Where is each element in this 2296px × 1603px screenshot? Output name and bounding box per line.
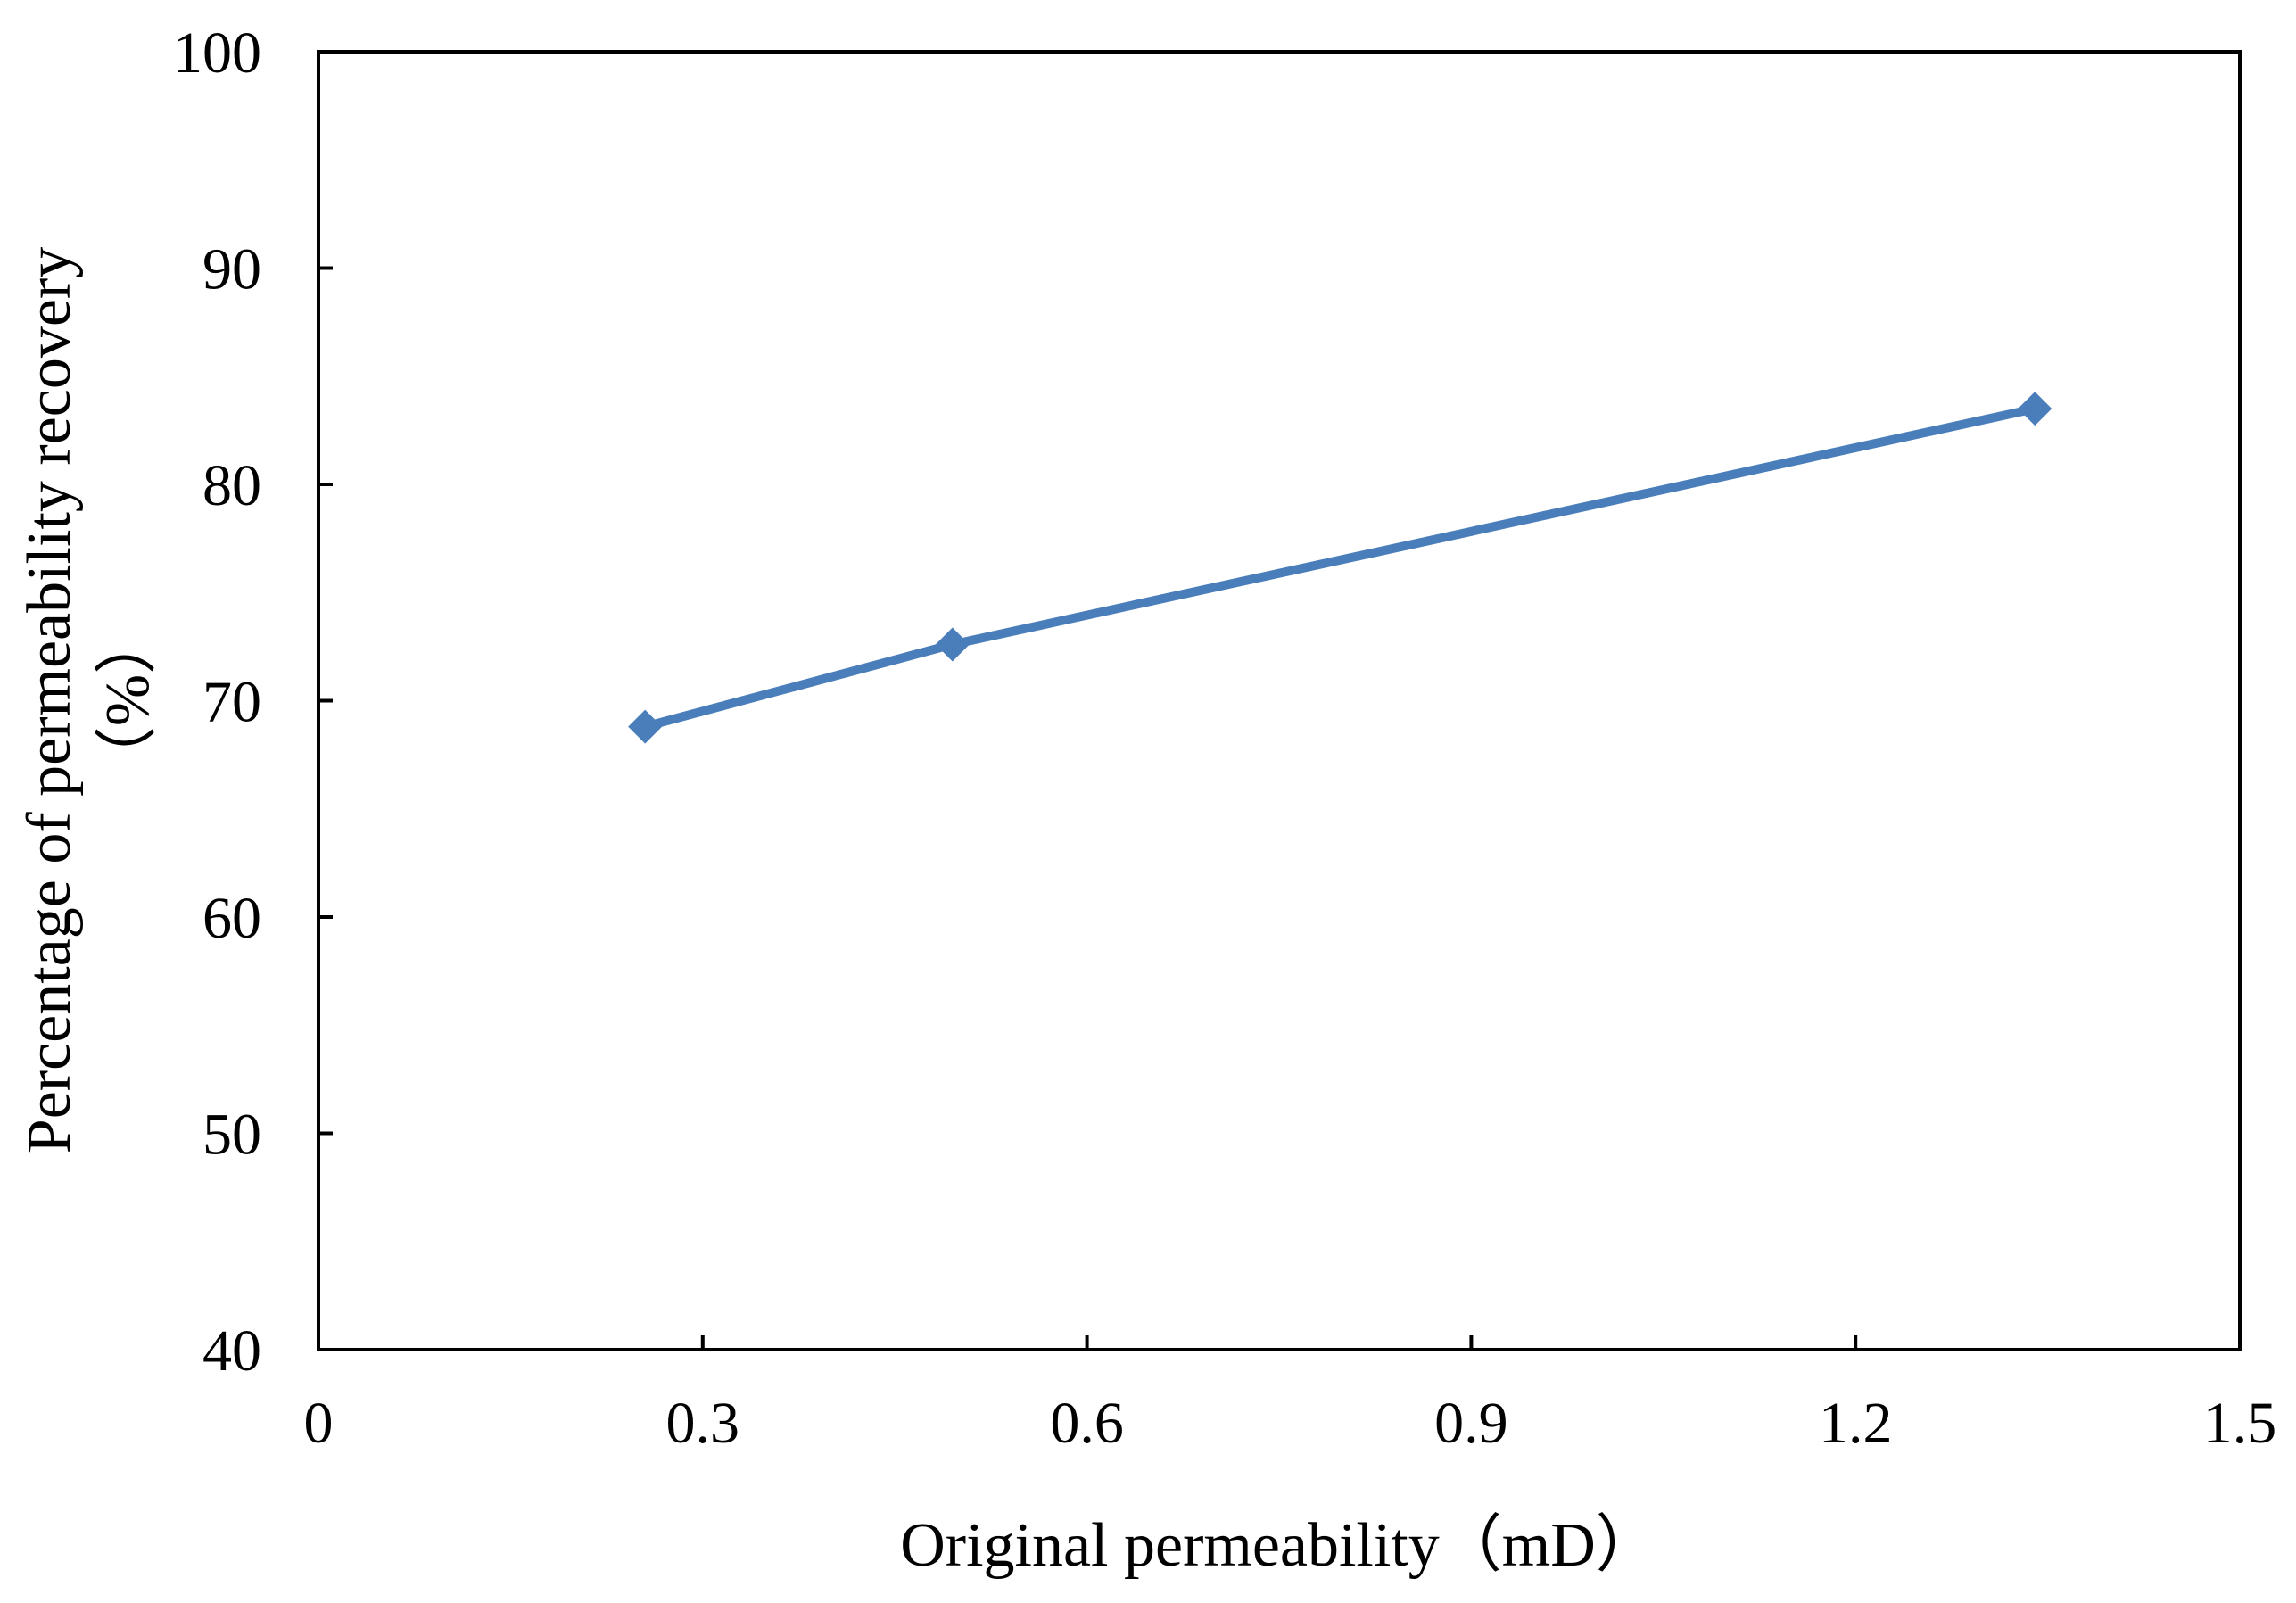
x-tick-label: 1.2 (1819, 1391, 1893, 1456)
y-tick-label: 100 (173, 21, 261, 86)
y-tick-label: 40 (202, 1318, 261, 1384)
y-axis-title-line2: （%） (94, 612, 162, 789)
x-axis-title: Original permeability（mD） (900, 1511, 1658, 1580)
series-line (640, 404, 2040, 731)
data-point-marker (935, 627, 970, 662)
x-tick-label: 1.5 (2203, 1391, 2277, 1456)
y-tick-label: 90 (202, 237, 261, 302)
y-tick-label: 50 (202, 1103, 261, 1168)
y-tick-label: 80 (202, 453, 261, 518)
data-point-marker (628, 709, 663, 744)
y-axis-title-line1: Percentage of permeability recovery (15, 247, 84, 1153)
x-tick-label: 0.9 (1434, 1391, 1508, 1456)
y-axis: 40 50 60 70 80 90 100 (173, 21, 333, 1384)
y-tick-label: 60 (202, 886, 261, 951)
series-layer (628, 392, 2052, 744)
y-tick-label: 70 (202, 670, 261, 735)
x-tick-label: 0 (304, 1391, 334, 1456)
data-point-marker (2018, 392, 2052, 426)
plot-area-frame (317, 50, 2242, 1351)
x-tick-label: 0.6 (1050, 1391, 1124, 1456)
y-axis-title: Percentage of permeability recovery （%） (15, 247, 162, 1153)
x-tick-label: 0.3 (666, 1391, 740, 1456)
x-axis: 0 0.3 0.6 0.9 1.2 1.5 (304, 1335, 2277, 1456)
